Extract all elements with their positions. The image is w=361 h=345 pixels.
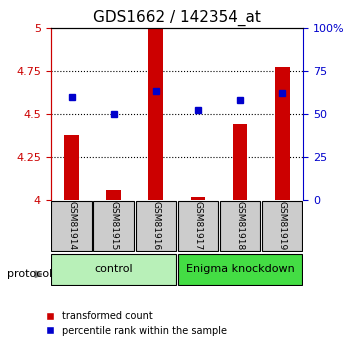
FancyBboxPatch shape	[178, 254, 303, 285]
Text: Enigma knockdown: Enigma knockdown	[186, 264, 295, 274]
Text: GSM81916: GSM81916	[151, 201, 160, 250]
Legend: transformed count, percentile rank within the sample: transformed count, percentile rank withi…	[41, 307, 231, 340]
Bar	[275, 67, 290, 200]
Bar	[106, 190, 121, 200]
Text: GSM81914: GSM81914	[67, 201, 76, 250]
Text: GSM81918: GSM81918	[236, 201, 244, 250]
FancyBboxPatch shape	[220, 201, 260, 251]
Text: GSM81919: GSM81919	[278, 201, 287, 250]
Text: control: control	[95, 264, 133, 274]
Bar	[148, 28, 163, 200]
FancyBboxPatch shape	[136, 201, 176, 251]
Bar	[233, 124, 247, 200]
Bar	[64, 135, 79, 200]
FancyBboxPatch shape	[51, 254, 176, 285]
FancyBboxPatch shape	[51, 201, 92, 251]
Text: GSM81917: GSM81917	[193, 201, 203, 250]
FancyBboxPatch shape	[93, 201, 134, 251]
Text: GSM81915: GSM81915	[109, 201, 118, 250]
Title: GDS1662 / 142354_at: GDS1662 / 142354_at	[93, 10, 261, 26]
FancyBboxPatch shape	[178, 201, 218, 251]
Text: protocol: protocol	[7, 269, 52, 279]
FancyBboxPatch shape	[262, 201, 303, 251]
Bar	[191, 197, 205, 200]
